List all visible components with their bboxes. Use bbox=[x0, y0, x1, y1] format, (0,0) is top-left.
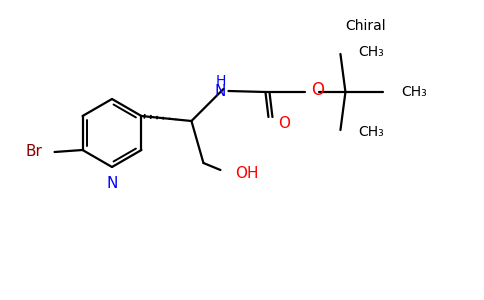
Text: N: N bbox=[106, 176, 118, 191]
Text: Chiral: Chiral bbox=[345, 19, 386, 33]
Text: N: N bbox=[215, 83, 226, 98]
Text: OH: OH bbox=[235, 166, 259, 181]
Text: O: O bbox=[278, 116, 290, 131]
Text: CH₃: CH₃ bbox=[359, 125, 384, 139]
Text: Br: Br bbox=[26, 145, 43, 160]
Text: O: O bbox=[311, 81, 324, 99]
Text: CH₃: CH₃ bbox=[401, 85, 427, 99]
Text: H: H bbox=[215, 74, 226, 88]
Text: CH₃: CH₃ bbox=[359, 45, 384, 59]
